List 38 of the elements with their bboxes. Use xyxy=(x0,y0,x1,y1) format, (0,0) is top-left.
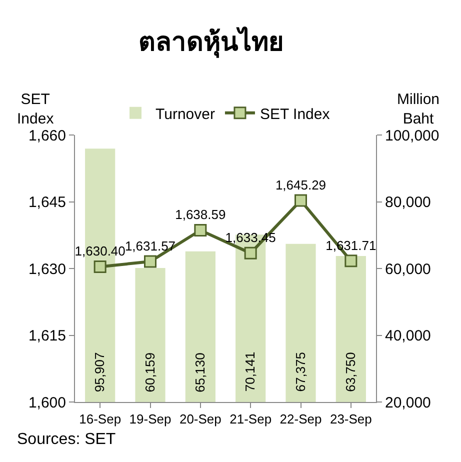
point xyxy=(144,255,156,268)
point xyxy=(194,224,207,237)
y2-tick-label: 100,000 xyxy=(385,127,440,144)
legend-label: SET Index xyxy=(260,106,330,123)
point xyxy=(344,254,358,268)
legend-label: Turnover xyxy=(156,106,215,123)
x-tick-label: 22-Sep xyxy=(280,412,322,427)
x-tick-label: 19-Sep xyxy=(129,412,172,427)
source-note: Sources: SET xyxy=(17,431,116,448)
x-tick-label: 20-Sep xyxy=(179,412,222,427)
y-tick-label: 1,660 xyxy=(28,127,66,144)
y-axis-title: SET Index xyxy=(17,91,54,128)
data-label: 1,638.59 xyxy=(175,207,226,222)
data-label: 60,159 xyxy=(142,352,158,392)
y-tick-label: 1,645 xyxy=(28,194,66,211)
data-label: 63,750 xyxy=(342,352,358,392)
data-label: 95,907 xyxy=(92,352,108,392)
data-label: 1,631.57 xyxy=(124,238,176,254)
data-label: 67,375 xyxy=(292,352,308,392)
y-tick-label: 1,600 xyxy=(28,394,66,412)
x-tick-label: 23-Sep xyxy=(330,412,372,427)
y-tick-label: 1,630 xyxy=(28,260,66,278)
data-label: 70,141 xyxy=(242,352,258,392)
y2-axis-title: Million Baht xyxy=(397,91,440,128)
y2-tick-label: 20,000 xyxy=(385,394,431,412)
y2-tick-label: 80,000 xyxy=(385,194,431,211)
chart-title: ตลาดหุ้นไทย xyxy=(138,26,284,59)
data-label: 65,130 xyxy=(192,352,208,392)
data-label: 1,630.40 xyxy=(74,244,126,259)
y2-tick-label: 60,000 xyxy=(385,260,431,278)
y-tick-label: 1,615 xyxy=(28,328,66,344)
y2-tick-label: 40,000 xyxy=(385,328,431,344)
point xyxy=(94,260,106,273)
point xyxy=(244,246,257,260)
x-tick-label: 21-Sep xyxy=(230,412,272,427)
point xyxy=(294,194,307,207)
x-tick-label: 16-Sep xyxy=(79,412,122,427)
data-label: 1,645.29 xyxy=(275,177,326,192)
